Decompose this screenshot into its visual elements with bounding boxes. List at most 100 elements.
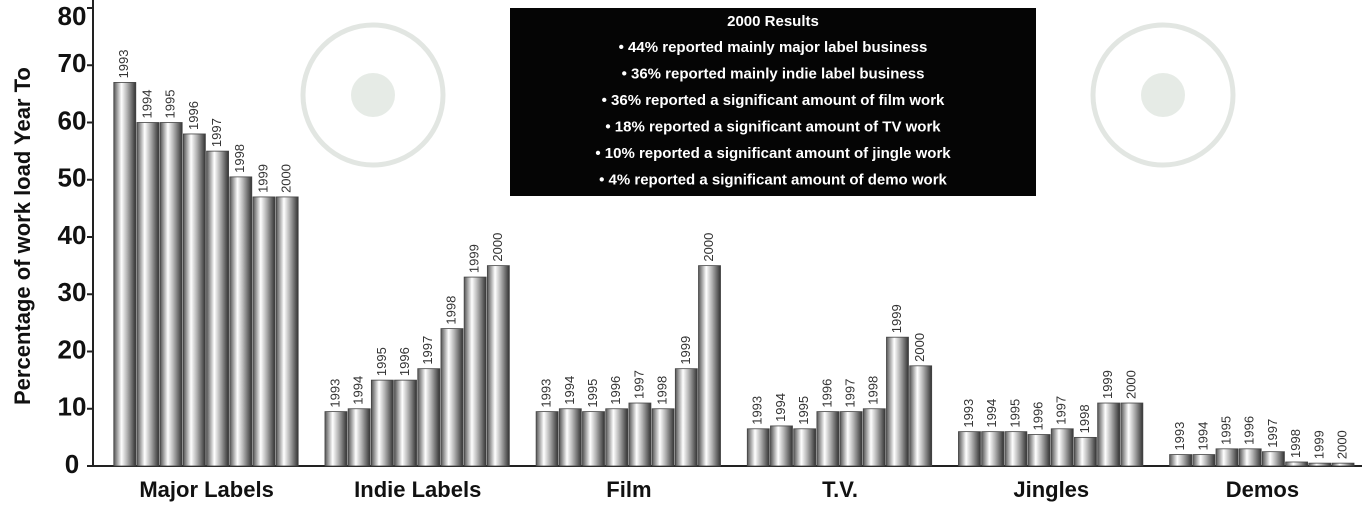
bar-year-label: 1998: [866, 376, 881, 405]
bar-year-label: 1994: [773, 393, 788, 422]
bar-year-label: 1993: [961, 399, 976, 428]
bar: [746, 428, 770, 467]
bar-year-label: 1995: [374, 347, 389, 376]
y-tick-label: 60: [58, 105, 87, 135]
bar: [324, 411, 348, 467]
bar-year-label: 1997: [1265, 419, 1280, 448]
annotation-line: • 10% reported a significant amount of j…: [595, 145, 951, 162]
y-tick-label: 10: [58, 392, 87, 422]
bar: [113, 82, 137, 467]
bar-year-label: 1995: [1007, 399, 1022, 428]
bar: [1285, 461, 1309, 467]
x-tick-label: T.V.: [822, 477, 858, 502]
bar: [1331, 462, 1355, 467]
bar: [1215, 448, 1239, 467]
bar-year-label: 1994: [139, 90, 154, 119]
bar-year-label: 1993: [327, 379, 342, 408]
bar: [463, 276, 487, 467]
bar-year-label: 2000: [1334, 430, 1349, 459]
y-axis-label: Percentage of work load Year To: [10, 67, 35, 405]
bar-year-label: 1996: [1030, 402, 1045, 431]
bar: [206, 150, 229, 467]
bar: [275, 196, 299, 467]
y-tick-label: 80: [58, 1, 87, 31]
annotation-line: • 18% reported a significant amount of T…: [605, 118, 941, 135]
bar-year-label: 1996: [397, 347, 412, 376]
bar-year-label: 2000: [1123, 370, 1138, 399]
bar: [862, 408, 886, 467]
bar: [370, 379, 394, 467]
bar: [793, 428, 817, 467]
annotation-line: • 4% reported a significant amount of de…: [599, 171, 947, 188]
y-tick-label: 40: [58, 220, 87, 250]
x-tick-label: Jingles: [1013, 477, 1089, 502]
bar-year-label: 1994: [984, 399, 999, 428]
bar: [1262, 451, 1285, 467]
y-tick-label: 50: [58, 163, 87, 193]
bar-year-label: 1995: [1218, 416, 1233, 445]
bar: [1192, 454, 1216, 467]
bar: [347, 408, 371, 467]
y-tick-label: 70: [58, 48, 87, 78]
bar: [394, 379, 417, 467]
bar: [958, 431, 981, 467]
bar-year-label: 1994: [562, 376, 577, 405]
bar-year-label: 1997: [631, 370, 646, 399]
annotation-line: • 36% reported mainly indie label busine…: [622, 65, 925, 82]
bar-year-label: 1999: [1100, 370, 1115, 399]
bar-year-label: 1995: [585, 379, 600, 408]
annotation-title: 2000 Results: [727, 13, 819, 30]
bar-year-label: 1994: [1195, 422, 1210, 451]
bar-year-label: 1996: [1242, 416, 1257, 445]
y-tick-label: 20: [58, 334, 87, 364]
bar-year-label: 1999: [678, 336, 693, 365]
bar-year-label: 2000: [701, 233, 716, 262]
bar-year-label: 1995: [163, 90, 178, 119]
y-tick-label: 30: [58, 277, 87, 307]
bar-year-label: 1996: [608, 376, 623, 405]
bar: [136, 122, 160, 467]
bar-year-label: 1996: [819, 379, 834, 408]
bar-year-label: 1998: [1077, 404, 1092, 433]
bar: [909, 365, 933, 467]
bar-year-label: 1993: [539, 379, 554, 408]
bar: [159, 122, 183, 467]
bar-year-label: 2000: [912, 333, 927, 362]
bar: [182, 133, 206, 467]
bar-year-label: 1998: [1288, 429, 1303, 458]
bar-year-label: 1999: [1311, 430, 1326, 459]
bar: [628, 402, 652, 467]
bar-year-label: 1998: [232, 144, 247, 173]
bar: [558, 408, 582, 467]
bar: [1050, 428, 1074, 467]
annotation-line: • 44% reported mainly major label busine…: [619, 39, 928, 56]
bar: [816, 411, 840, 467]
bar: [1074, 436, 1097, 467]
bar: [698, 265, 721, 467]
bar: [535, 411, 559, 467]
y-tick-label: 0: [65, 449, 79, 479]
bar: [1169, 454, 1193, 467]
bar-year-label: 1999: [255, 164, 270, 193]
bar-year-label: 1996: [186, 101, 201, 130]
bar-year-label: 1993: [116, 50, 131, 79]
bar: [1027, 434, 1051, 467]
bar: [674, 368, 698, 467]
bar: [839, 411, 863, 467]
bar-year-label: 1994: [351, 376, 366, 405]
bar-year-label: 1999: [467, 244, 482, 273]
x-tick-label: Demos: [1226, 477, 1299, 502]
x-tick-label: Film: [606, 477, 651, 502]
reel-decoration: [300, 22, 1236, 168]
bar-year-label: 1997: [1054, 396, 1069, 425]
bar-year-label: 2000: [490, 233, 505, 262]
bar-year-label: 2000: [279, 164, 294, 193]
bar: [651, 408, 675, 467]
bar-year-label: 1997: [420, 336, 435, 365]
bar-year-label: 1998: [443, 296, 458, 325]
bar-year-label: 1997: [209, 118, 224, 147]
annotation-line: • 36% reported a significant amount of f…: [602, 92, 945, 109]
bar-year-label: 1995: [796, 396, 811, 425]
bar: [1004, 431, 1028, 467]
